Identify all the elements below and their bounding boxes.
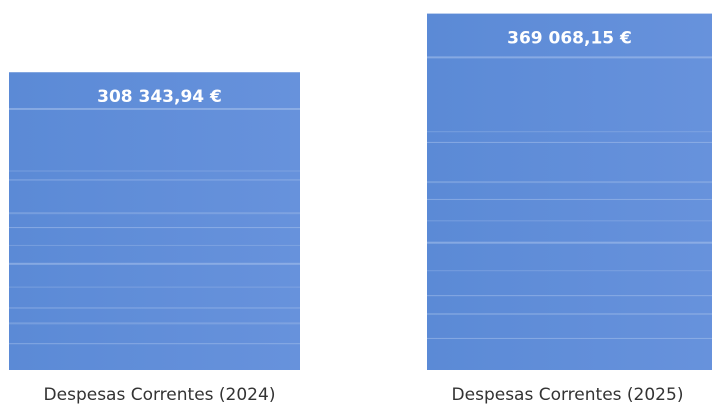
bar-2-stripe [427, 141, 712, 143]
data-label-2: 369 068,15 € [507, 29, 632, 49]
category-label-1: Despesas Correntes (2024) [44, 385, 276, 405]
bar-1-stripe [9, 227, 300, 229]
bar-2-stripe [427, 337, 712, 339]
bar-2-stripe [427, 56, 712, 59]
bar-2-stripe [427, 241, 712, 244]
bar-2-stripe [427, 198, 712, 200]
bar-2-stripe [427, 270, 712, 272]
bar-1-stripe [9, 343, 300, 345]
bar-2-stripe [427, 131, 712, 133]
bar-2 [427, 13, 712, 370]
bar-1-stripe [9, 286, 300, 288]
bar-1-stripe [9, 170, 300, 172]
bar-1-stripe [9, 107, 300, 110]
bar-group-2: 369 068,15 € Despesas Correntes (2025) [427, 13, 712, 405]
bar-2-stripe [427, 312, 712, 315]
bar-1 [9, 72, 300, 370]
bar-1-stripe [9, 322, 300, 325]
bar-group-1: 308 343,94 € Despesas Correntes (2024) [9, 72, 300, 405]
category-label-2: Despesas Correntes (2025) [452, 385, 684, 405]
bar-1-stripe [9, 244, 300, 246]
bar-2-stripe [427, 220, 712, 222]
bar-1-stripe [9, 179, 300, 181]
data-label-1: 308 343,94 € [97, 87, 222, 107]
bar-1-stripe [9, 307, 300, 309]
bar-1-stripe [9, 212, 300, 215]
bar-2-stripe [427, 295, 712, 297]
bar-1-stripe [9, 262, 300, 265]
bar-2-stripe [427, 181, 712, 184]
